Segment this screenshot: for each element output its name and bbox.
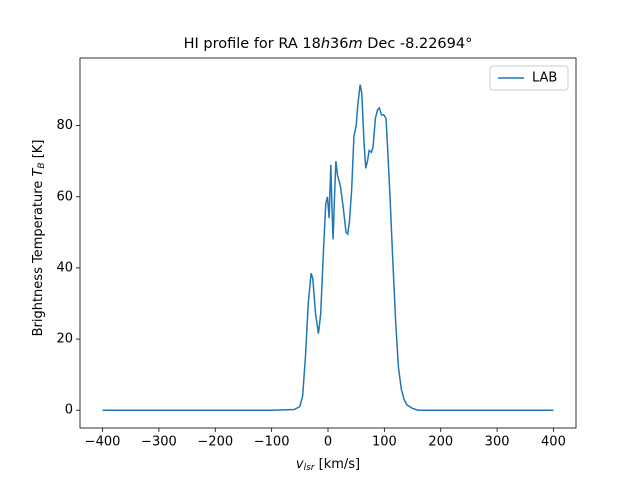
y-tick-label: 20: [56, 332, 73, 347]
x-tick-label: 0: [324, 435, 332, 450]
label-part: Brightness Temperature: [31, 177, 46, 337]
label-part: [km/s]: [314, 457, 360, 472]
label-part: T: [31, 168, 46, 177]
title-part: Dec -8.22694°: [363, 36, 473, 52]
legend-box: [489, 65, 569, 91]
y-tick-label: 40: [56, 260, 73, 275]
label-part: lsr: [304, 463, 316, 473]
title-part: h: [321, 36, 330, 52]
x-tick-label: 300: [485, 435, 510, 450]
label-part: [K]: [31, 140, 46, 163]
y-tick-label: 60: [56, 189, 73, 204]
x-tick-label: −100: [254, 435, 290, 450]
x-axis-label: vlsr [km/s]: [296, 457, 360, 473]
line-series: [102, 84, 554, 411]
title-part: 36: [330, 36, 348, 52]
chart-title: HI profile for RA 18h36m Dec -8.22694°: [184, 36, 473, 52]
x-tick-label: 100: [372, 435, 397, 450]
legend-label: LAB: [532, 71, 557, 86]
y-tick-label: 80: [56, 118, 73, 133]
plot-frame: [79, 57, 577, 429]
x-tick-label: 400: [541, 435, 566, 450]
x-tick-label: −300: [141, 435, 177, 450]
x-tick-label: −400: [85, 435, 121, 450]
x-tick-label: 200: [428, 435, 453, 450]
y-tick-label: 0: [65, 403, 73, 418]
label-part: v: [296, 457, 304, 472]
title-part: HI profile for RA 18: [184, 36, 321, 52]
y-axis-label: Brightness Temperature TB [K]: [31, 140, 47, 337]
title-part: m: [349, 36, 363, 52]
label-part: B: [37, 162, 47, 168]
x-tick-label: −200: [197, 435, 233, 450]
